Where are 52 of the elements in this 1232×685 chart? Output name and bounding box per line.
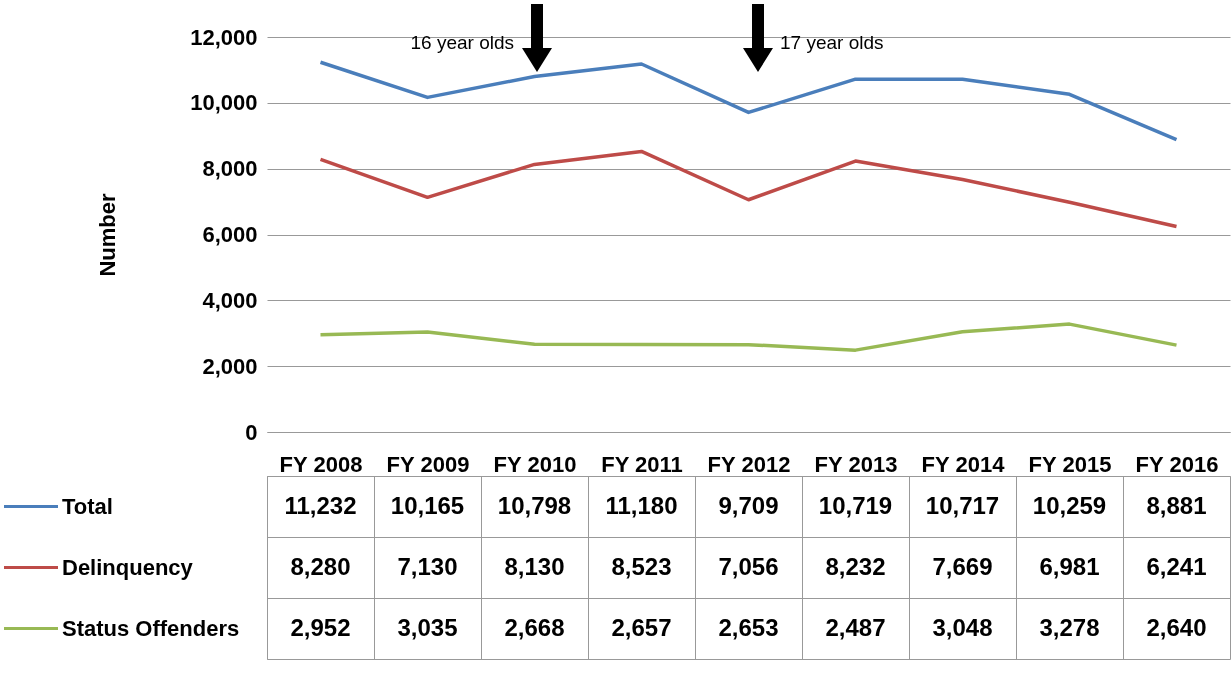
data-label: 10,259 xyxy=(1032,491,1107,519)
data-label: 8,232 xyxy=(825,552,886,580)
x-tick-label: FY 2014 xyxy=(921,451,1006,477)
y-tick-label: 2,000 xyxy=(202,353,258,379)
data-label: 8,130 xyxy=(504,552,565,580)
data-label: 8,523 xyxy=(611,552,672,580)
y-tick-label: 8,000 xyxy=(202,156,258,182)
line-series xyxy=(318,60,1179,142)
x-tick-label: FY 2010 xyxy=(493,451,577,477)
data-label: 11,232 xyxy=(284,491,357,519)
x-tick-label: FY 2013 xyxy=(814,451,898,477)
data-label: 2,653 xyxy=(718,613,779,641)
x-tick-label: FY 2009 xyxy=(386,451,470,477)
data-label: 8,280 xyxy=(290,552,351,580)
line-series xyxy=(318,322,1179,352)
data-label: 3,035 xyxy=(397,613,458,641)
data-label: 7,669 xyxy=(932,552,993,580)
y-tick-label: 10,000 xyxy=(190,90,258,116)
data-label: 9,709 xyxy=(718,491,779,519)
data-label: 3,278 xyxy=(1039,613,1100,641)
data-label: 2,657 xyxy=(611,613,672,641)
line-series xyxy=(318,149,1179,229)
x-tick-label: FY 2016 xyxy=(1135,451,1219,477)
legend-label: Delinquency xyxy=(62,554,194,580)
data-label: 10,717 xyxy=(925,491,1000,519)
x-tick-label: FY 2015 xyxy=(1028,451,1112,477)
data-label: 11,180 xyxy=(605,491,678,519)
y-tick-label: 0 xyxy=(245,419,258,445)
annotation: 17 year olds xyxy=(780,32,884,54)
data-label: 8,881 xyxy=(1146,491,1207,519)
y-tick-label: 4,000 xyxy=(202,287,258,313)
y-tick-label: 6,000 xyxy=(202,222,258,247)
annotation: 16 year olds xyxy=(410,32,514,54)
data-label: 10,719 xyxy=(818,491,893,519)
data-label: 6,241 xyxy=(1146,552,1207,580)
data-label: 6,981 xyxy=(1039,552,1100,580)
data-label: 2,952 xyxy=(290,613,351,641)
x-tick-label: FY 2012 xyxy=(707,451,791,477)
y-axis-title: Number xyxy=(95,193,121,277)
data-label: 3,048 xyxy=(932,613,993,641)
x-tick-label: FY 2011 xyxy=(601,451,683,477)
data-label: 7,130 xyxy=(397,552,458,580)
data-label: 2,487 xyxy=(825,613,886,641)
data-label: 10,798 xyxy=(497,491,572,519)
data-label: 7,056 xyxy=(718,552,779,580)
data-label: 10,165 xyxy=(390,491,465,519)
y-tick-label: 12,000 xyxy=(190,24,258,50)
data-label: 2,668 xyxy=(504,613,565,641)
legend-label: Total xyxy=(62,493,113,519)
data-label: 2,640 xyxy=(1146,613,1207,641)
x-tick-label: FY 2008 xyxy=(279,451,363,477)
legend-label: Status Offenders xyxy=(62,615,240,641)
